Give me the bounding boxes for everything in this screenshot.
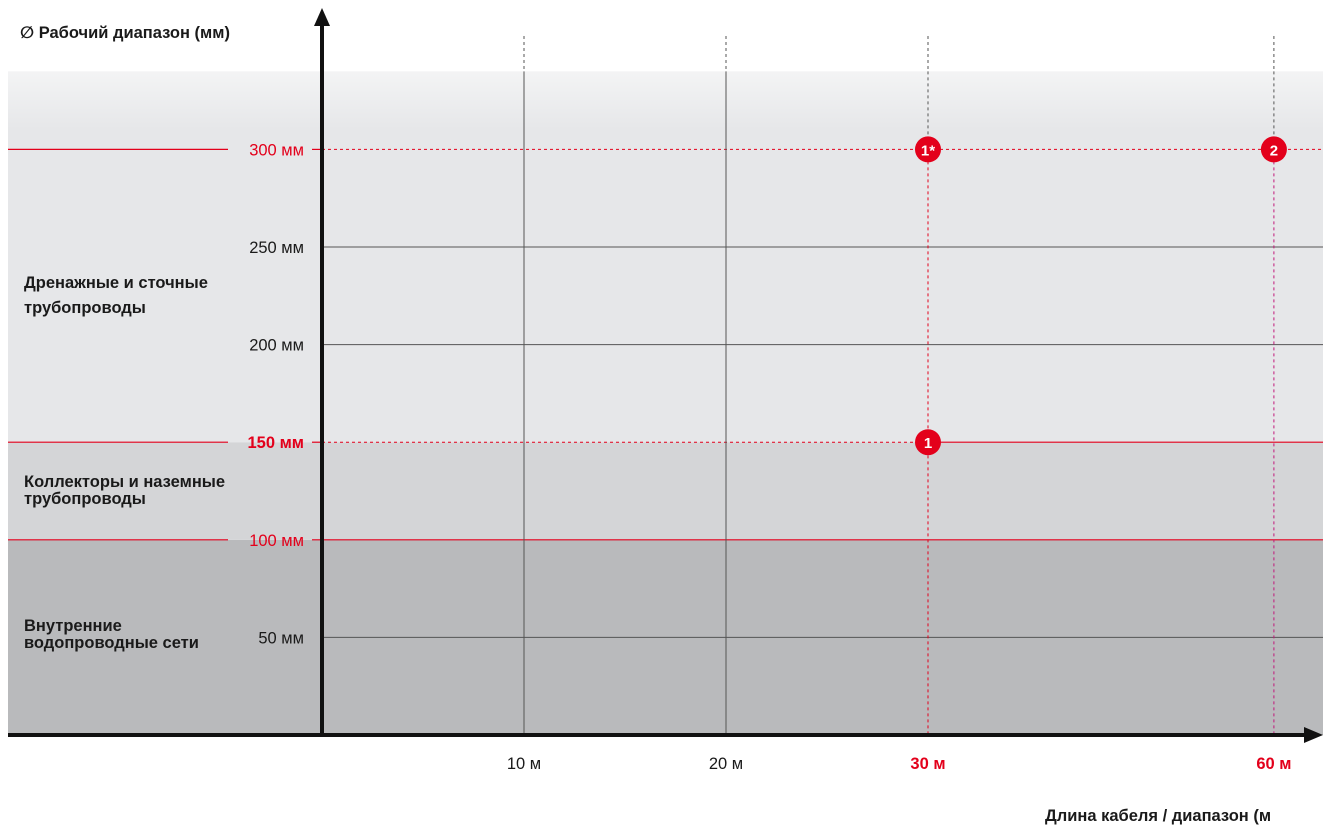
y-tick-label-0: 50 мм	[258, 629, 304, 647]
y-axis-title: ∅ Рабочий диапазон (мм)	[20, 24, 230, 42]
point-marker-1	[915, 136, 941, 163]
point-marker-0	[915, 429, 941, 456]
grid-layer	[8, 36, 1323, 735]
point-marker-2	[1260, 136, 1287, 163]
band-label-0-line-0: Внутренние	[24, 617, 122, 635]
band-label-2-line-1: трубопроводы	[24, 299, 146, 317]
x-axis-title: Длина кабеля / диапазон (м	[1045, 807, 1271, 825]
bands-layer	[8, 20, 1323, 735]
points-layer: 1 1* 2	[915, 136, 1287, 456]
point-label-2: 2	[1270, 142, 1278, 159]
y-tick-label-4: 250 мм	[249, 239, 304, 257]
x-tick-label-2: 30 м	[910, 755, 945, 773]
y-tick-label-1: 100 мм	[249, 532, 304, 550]
band-label-1-line-1: трубопроводы	[24, 490, 146, 508]
x-tick-label-3: 60 м	[1256, 755, 1291, 773]
x-axis-arrow	[1304, 727, 1323, 743]
y-tick-label-3: 200 мм	[249, 337, 304, 355]
axes-layer	[8, 8, 1323, 743]
x-tick-label-0: 10 м	[507, 755, 541, 773]
y-axis-arrow	[314, 8, 330, 26]
point-label-1: 1*	[921, 142, 935, 159]
band-1	[8, 442, 1323, 540]
band-fade	[8, 20, 1323, 130]
point-label-0: 1	[924, 435, 932, 452]
band-label-1-line-0: Коллекторы и наземные	[24, 473, 225, 491]
band-label-2-line-0: Дренажные и сточные	[24, 274, 208, 292]
y-tick-label-2: 150 мм	[247, 434, 304, 452]
band-label-0-line-1: водопроводные сети	[24, 634, 199, 652]
x-tick-label-1: 20 м	[709, 755, 743, 773]
band-2	[8, 71, 1323, 443]
y-tick-label-5: 300 мм	[249, 141, 304, 159]
